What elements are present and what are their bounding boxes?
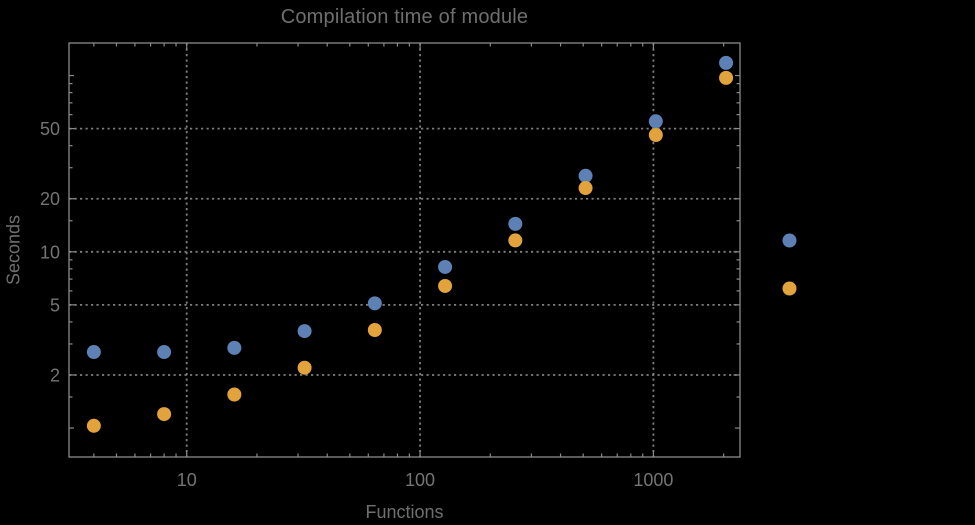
data-point-blue-series: [157, 345, 172, 360]
y-axis-title: Seconds: [3, 214, 24, 286]
data-point-blue-series: [86, 345, 101, 360]
x-tick-label: 100: [405, 470, 435, 490]
data-point-orange-series: [508, 233, 523, 248]
data-point-orange-series: [367, 322, 382, 337]
data-point-orange-series: [297, 360, 312, 375]
y-tick-label: 10: [40, 242, 60, 262]
data-point-orange-series: [227, 387, 242, 402]
y-tick-label: 5: [50, 295, 60, 315]
y-tick-label: 50: [40, 119, 60, 139]
data-point-blue-series: [648, 114, 663, 129]
data-point-orange-series: [578, 181, 593, 196]
data-point-orange-series: [438, 278, 453, 293]
data-point-orange-series: [157, 407, 172, 422]
y-tick-label: 2: [50, 365, 60, 385]
plot-frame: [68, 42, 741, 458]
data-point-blue-series: [227, 340, 242, 355]
x-tick-label: 10: [177, 470, 197, 490]
data-point-blue-series: [719, 55, 734, 70]
legend-marker-blue-series: [782, 233, 797, 248]
data-point-blue-series: [508, 216, 523, 231]
data-point-orange-series: [719, 70, 734, 85]
data-point-orange-series: [648, 127, 663, 142]
data-point-blue-series: [297, 324, 312, 339]
x-axis-title: Functions: [365, 502, 444, 522]
data-point-blue-series: [438, 259, 453, 274]
y-tick-label: 20: [40, 189, 60, 209]
data-point-orange-series: [86, 418, 101, 433]
legend-marker-orange-series: [782, 281, 797, 296]
data-point-blue-series: [578, 168, 593, 183]
data-point-blue-series: [367, 296, 382, 311]
x-tick-label: 1000: [633, 470, 673, 490]
chart-title: Compilation time of module: [280, 6, 529, 28]
